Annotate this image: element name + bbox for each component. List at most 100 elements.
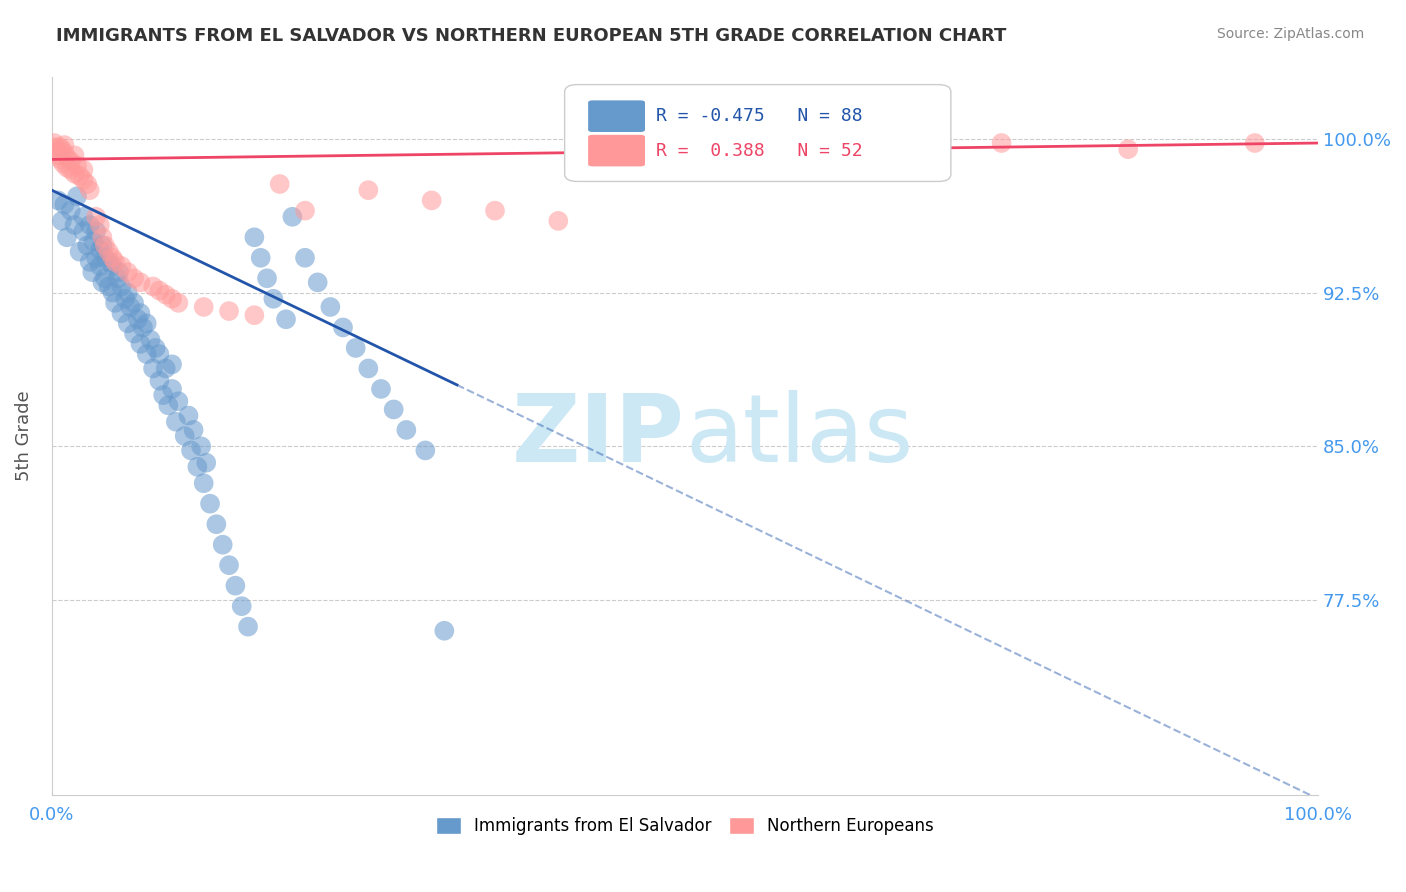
Point <box>155 361 177 376</box>
Point <box>129 276 152 290</box>
Point <box>148 374 170 388</box>
Point <box>224 579 246 593</box>
Point <box>110 279 132 293</box>
Point <box>243 230 266 244</box>
Point <box>236 620 259 634</box>
Point <box>332 320 354 334</box>
Point <box>319 300 342 314</box>
Point <box>56 230 79 244</box>
Point <box>84 224 107 238</box>
Point <box>135 347 157 361</box>
Point <box>76 238 98 252</box>
Point <box>294 251 316 265</box>
Point <box>97 279 120 293</box>
Point <box>132 320 155 334</box>
Point <box>183 423 205 437</box>
Point <box>148 284 170 298</box>
Point <box>66 189 89 203</box>
Point <box>484 203 506 218</box>
Point <box>167 296 190 310</box>
Point <box>193 300 215 314</box>
Point <box>72 210 94 224</box>
Point <box>110 259 132 273</box>
Point <box>63 167 86 181</box>
Point <box>76 177 98 191</box>
Point <box>69 169 91 183</box>
Point <box>139 333 162 347</box>
Point <box>122 296 145 310</box>
Point <box>117 285 139 300</box>
Point <box>160 292 183 306</box>
Point <box>344 341 367 355</box>
Point <box>84 210 107 224</box>
Text: R = -0.475   N = 88: R = -0.475 N = 88 <box>655 107 862 125</box>
FancyBboxPatch shape <box>588 134 645 167</box>
Point <box>186 459 208 474</box>
Point <box>97 255 120 269</box>
Point <box>177 409 200 423</box>
Point <box>91 230 114 244</box>
Text: Source: ZipAtlas.com: Source: ZipAtlas.com <box>1216 27 1364 41</box>
Point <box>51 142 73 156</box>
Point <box>218 304 240 318</box>
Point <box>152 388 174 402</box>
Point <box>357 183 380 197</box>
Point <box>79 255 101 269</box>
Point <box>66 159 89 173</box>
Point <box>127 312 149 326</box>
Point <box>307 276 329 290</box>
Point <box>89 259 111 273</box>
Point <box>53 138 76 153</box>
Point <box>91 276 114 290</box>
Point <box>673 136 696 150</box>
Point <box>51 214 73 228</box>
Point <box>48 140 70 154</box>
Point <box>294 203 316 218</box>
Point <box>1116 142 1139 156</box>
Point <box>155 287 177 301</box>
Point <box>281 210 304 224</box>
Point <box>101 251 124 265</box>
Point <box>180 443 202 458</box>
Point <box>110 306 132 320</box>
Point <box>145 341 167 355</box>
Point <box>433 624 456 638</box>
Point <box>63 218 86 232</box>
Point <box>262 292 284 306</box>
Point <box>63 148 86 162</box>
Point <box>122 326 145 341</box>
Text: atlas: atlas <box>685 390 912 482</box>
Point <box>195 456 218 470</box>
Point <box>249 251 271 265</box>
Point <box>94 238 117 252</box>
Point <box>45 145 67 159</box>
Point <box>800 142 823 156</box>
Point <box>173 429 195 443</box>
Point <box>72 173 94 187</box>
Point <box>370 382 392 396</box>
Point <box>420 194 443 208</box>
Point <box>382 402 405 417</box>
Point <box>94 271 117 285</box>
Point <box>157 398 180 412</box>
Point <box>205 517 228 532</box>
Point <box>107 271 129 285</box>
Point <box>160 357 183 371</box>
Point <box>142 279 165 293</box>
Point <box>415 443 437 458</box>
Text: IMMIGRANTS FROM EL SALVADOR VS NORTHERN EUROPEAN 5TH GRADE CORRELATION CHART: IMMIGRANTS FROM EL SALVADOR VS NORTHERN … <box>56 27 1007 45</box>
Point <box>395 423 418 437</box>
Point <box>160 382 183 396</box>
FancyBboxPatch shape <box>588 100 645 133</box>
Point <box>135 317 157 331</box>
Point <box>218 558 240 573</box>
Point <box>114 292 136 306</box>
Point <box>46 148 69 162</box>
FancyBboxPatch shape <box>565 85 950 181</box>
Point <box>52 156 75 170</box>
Legend: Immigrants from El Salvador, Northern Europeans: Immigrants from El Salvador, Northern Eu… <box>427 809 942 844</box>
Point <box>46 194 69 208</box>
Point <box>83 235 105 249</box>
Point <box>198 497 221 511</box>
Point <box>53 146 76 161</box>
